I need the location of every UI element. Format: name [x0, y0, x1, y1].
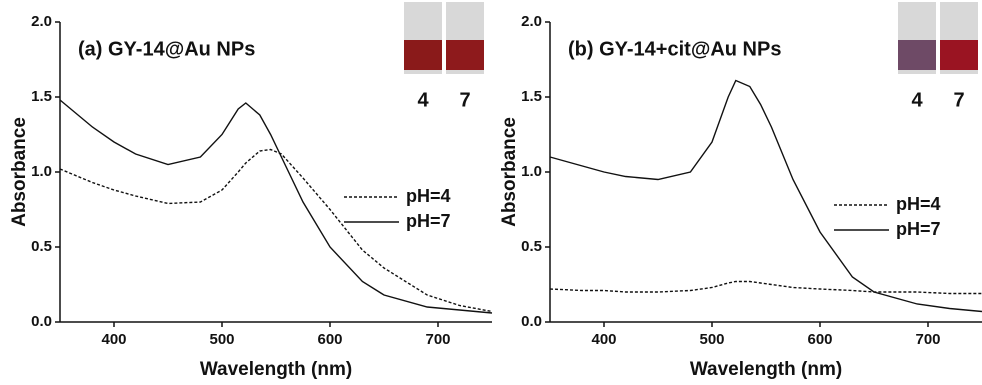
y-tick-label: 2.0 — [521, 13, 542, 30]
panel: 0.0 0.5 1.0 1.5 2.0 400 500 600 700 Wavelength (n… — [499, 2, 982, 380]
x-tick-label: 600 — [807, 331, 832, 348]
y-tick-label: 0.5 — [31, 238, 52, 255]
data-line — [59, 148, 493, 313]
y-tick-label: 1.0 — [521, 163, 542, 180]
panel: 0.0 0.5 1.0 1.5 2.0 400 500 600 700 Wavelength (n… — [9, 2, 493, 380]
legend-label: pH=4 — [896, 194, 941, 214]
x-tick-label: 400 — [591, 331, 616, 348]
inset-label: 7 — [459, 89, 470, 111]
vial-liquid — [940, 40, 978, 70]
vial-liquid — [898, 40, 936, 70]
legend-label: pH=7 — [406, 211, 451, 231]
y-axis-title: Absorbance — [499, 117, 520, 227]
x-tick-label: 500 — [699, 331, 724, 348]
x-tick-label: 400 — [101, 331, 126, 348]
vial-liquid — [404, 40, 442, 70]
panel-title: (b) GY-14+cit@Au NPs — [568, 38, 781, 60]
legend-label: pH=7 — [896, 219, 941, 239]
panel-title: (a) GY-14@Au NPs — [78, 38, 255, 60]
legend-label: pH=4 — [406, 186, 451, 206]
y-tick-label: 1.5 — [521, 88, 542, 105]
data-line — [549, 280, 982, 295]
x-axis-title: Wavelength (nm) — [690, 359, 842, 380]
y-tick-label: 0.5 — [521, 238, 542, 255]
inset-label: 4 — [417, 89, 429, 111]
y-tick-label: 0.0 — [31, 313, 52, 330]
x-tick-label: 500 — [209, 331, 234, 348]
y-tick-label: 2.0 — [31, 13, 52, 30]
y-tick-label: 1.0 — [31, 163, 52, 180]
data-line — [549, 79, 982, 313]
inset-label: 7 — [953, 89, 964, 111]
vial-liquid — [446, 40, 484, 70]
x-tick-label: 700 — [425, 331, 450, 348]
x-tick-label: 600 — [317, 331, 342, 348]
y-tick-label: 0.0 — [521, 313, 542, 330]
y-axis-title: Absorbance — [9, 117, 30, 227]
x-tick-label: 700 — [915, 331, 940, 348]
x-axis-title: Wavelength (nm) — [200, 359, 352, 380]
y-tick-label: 1.5 — [31, 88, 52, 105]
inset-label: 4 — [911, 89, 923, 111]
data-line — [59, 99, 493, 314]
